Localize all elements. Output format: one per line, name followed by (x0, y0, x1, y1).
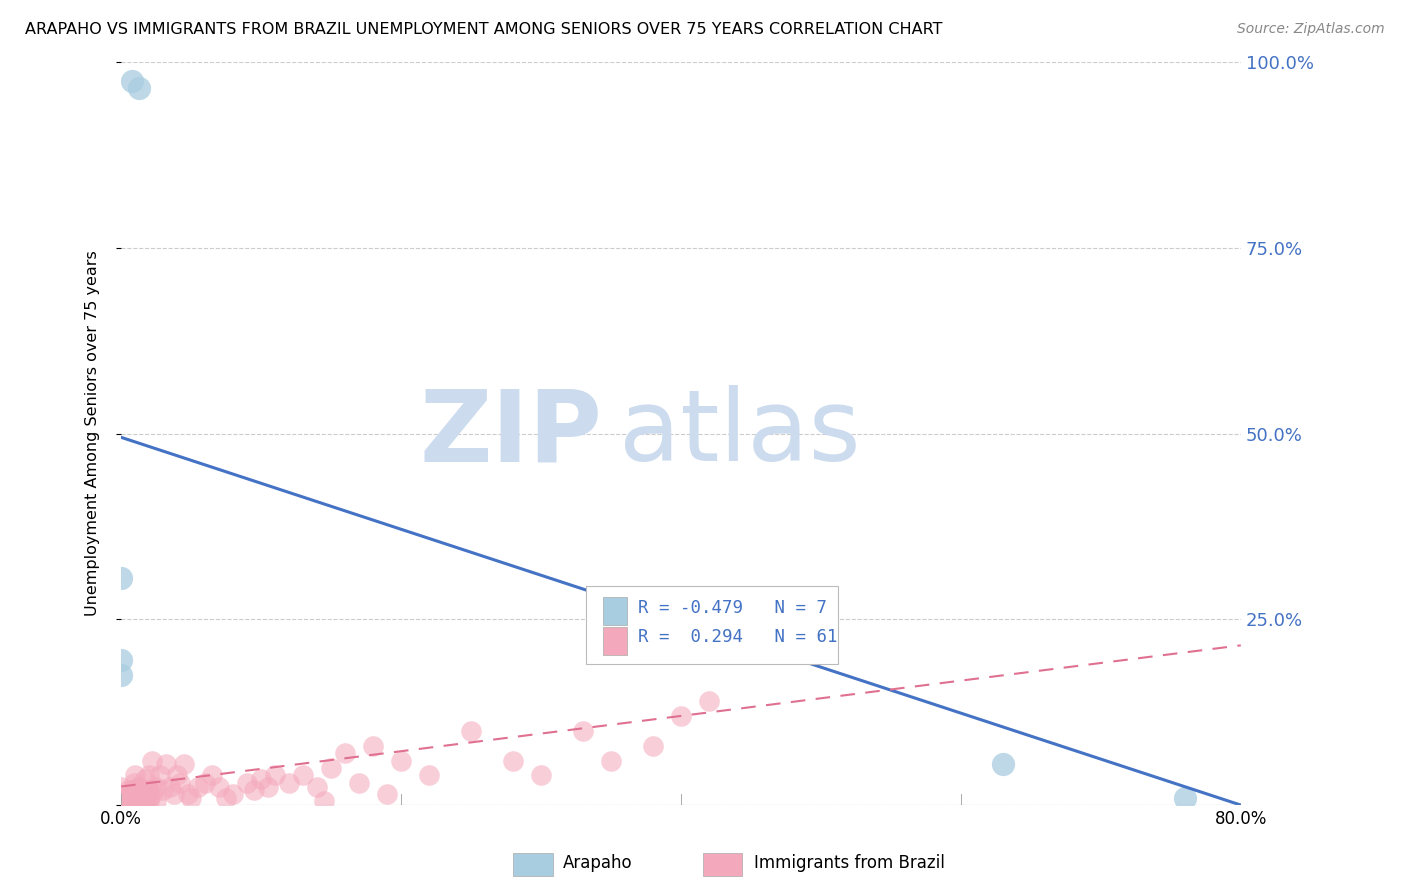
Point (121, 73, 143, 87)
Point (502, 754, 524, 768)
Point (121, 790, 143, 805)
Point (117, 783, 139, 797)
Point (697, 694, 720, 708)
Point (292, 768, 315, 782)
Point (194, 776, 217, 790)
Text: ZIP: ZIP (420, 385, 603, 482)
Point (177, 787, 200, 801)
Point (180, 790, 202, 805)
Point (641, 739, 664, 753)
Point (124, 783, 146, 797)
Point (128, 780, 150, 794)
Bar (603, 627, 627, 655)
Point (1174, 790, 1197, 805)
Point (145, 780, 167, 794)
Point (135, 794, 157, 808)
Point (138, 790, 160, 805)
Point (134, 787, 156, 801)
Point (572, 723, 595, 738)
Point (257, 780, 280, 794)
Point (110, 790, 132, 805)
Point (120, 790, 142, 805)
Point (122, 776, 145, 790)
Point (138, 783, 160, 797)
Point (138, 768, 160, 782)
Point (114, 794, 136, 808)
Point (264, 768, 287, 782)
Point (127, 780, 149, 794)
Point (110, 572, 132, 586)
Point (389, 754, 412, 768)
Point (307, 780, 329, 794)
Point (215, 790, 238, 805)
Text: atlas: atlas (620, 385, 860, 482)
Point (117, 794, 139, 808)
Point (110, 653, 132, 667)
Point (128, 81, 150, 95)
Point (361, 739, 384, 753)
Point (236, 776, 259, 790)
Point (141, 787, 163, 801)
Point (124, 768, 146, 782)
Point (127, 790, 149, 805)
Point (155, 757, 177, 772)
Point (222, 787, 245, 801)
Point (136, 783, 159, 797)
Point (110, 790, 132, 805)
Point (131, 783, 153, 797)
Point (278, 776, 301, 790)
Bar (603, 597, 627, 625)
Y-axis label: Unemployment Among Seniors over 75 years: Unemployment Among Seniors over 75 years (86, 251, 100, 616)
Point (375, 787, 398, 801)
Point (121, 783, 143, 797)
Point (991, 757, 1014, 772)
Point (173, 757, 195, 772)
Point (166, 768, 188, 782)
Point (201, 768, 224, 782)
Text: Source: ZipAtlas.com: Source: ZipAtlas.com (1237, 22, 1385, 37)
Point (669, 709, 692, 723)
FancyBboxPatch shape (586, 586, 838, 664)
Point (250, 772, 273, 786)
Text: Immigrants from Brazil: Immigrants from Brazil (754, 855, 945, 872)
Text: ARAPAHO VS IMMIGRANTS FROM BRAZIL UNEMPLOYMENT AMONG SENIORS OVER 75 YEARS CORRE: ARAPAHO VS IMMIGRANTS FROM BRAZIL UNEMPL… (25, 22, 943, 37)
Text: R =  0.294   N = 61: R = 0.294 N = 61 (638, 628, 838, 647)
Point (145, 794, 167, 808)
Point (110, 794, 132, 808)
Point (149, 768, 172, 782)
Point (159, 780, 181, 794)
Point (347, 776, 370, 790)
Point (530, 768, 553, 782)
Point (187, 780, 209, 794)
Text: Arapaho: Arapaho (562, 855, 633, 872)
Point (120, 787, 142, 801)
Point (600, 754, 623, 768)
Point (128, 787, 150, 801)
Point (243, 783, 266, 797)
Point (169, 776, 191, 790)
Point (312, 794, 335, 808)
Point (333, 746, 356, 760)
Point (122, 794, 145, 808)
Point (208, 780, 231, 794)
Point (460, 723, 482, 738)
Point (110, 780, 132, 794)
Point (141, 754, 163, 768)
Text: R = -0.479   N = 7: R = -0.479 N = 7 (638, 599, 827, 616)
Point (138, 794, 160, 808)
Point (163, 787, 186, 801)
Point (418, 768, 440, 782)
Point (135, 790, 157, 805)
Point (110, 668, 132, 682)
Point (134, 772, 156, 786)
Point (152, 783, 174, 797)
Point (132, 783, 155, 797)
Point (131, 790, 153, 805)
Point (319, 761, 342, 775)
Point (131, 794, 153, 808)
